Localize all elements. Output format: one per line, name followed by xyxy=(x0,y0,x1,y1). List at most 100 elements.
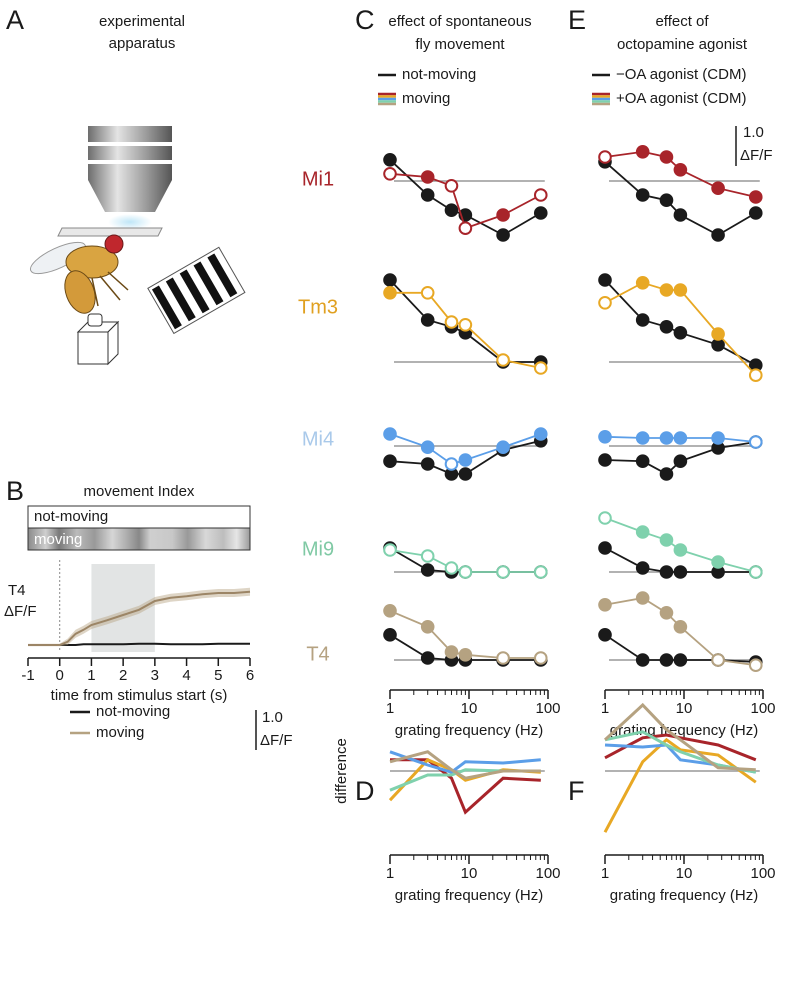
data-point xyxy=(635,145,650,159)
data-point xyxy=(383,628,397,642)
panel-title: experimental xyxy=(99,13,185,30)
data-point xyxy=(659,320,674,334)
y-axis-label: ΔF/F xyxy=(4,603,37,620)
y-axis-label: T4 xyxy=(8,582,26,599)
x-tick-label: 1 xyxy=(601,700,609,717)
x-tick-label: 1 xyxy=(601,865,609,882)
legend-label: moving xyxy=(96,724,144,741)
data-point xyxy=(635,653,650,667)
data-point xyxy=(458,221,473,235)
panel-letter: C xyxy=(355,5,375,35)
x-tick-label: 10 xyxy=(676,865,693,882)
series-line xyxy=(389,159,542,237)
series-line xyxy=(28,642,250,646)
x-axis-label: grating frequency (Hz) xyxy=(610,722,758,739)
data-point xyxy=(444,467,459,481)
x-tick-label: 10 xyxy=(461,700,478,717)
data-point xyxy=(533,427,548,441)
chart-title: movement Index xyxy=(84,483,195,500)
data-point xyxy=(444,203,459,217)
data-point xyxy=(420,313,435,327)
data-point xyxy=(635,454,650,469)
data-point xyxy=(748,435,763,449)
data-point xyxy=(635,591,650,605)
x-tick-label: 1 xyxy=(386,865,394,882)
data-point xyxy=(748,565,763,579)
data-point xyxy=(673,431,688,445)
row-label: T4 xyxy=(306,643,329,665)
scale-bar-unit: ΔF/F xyxy=(740,147,773,164)
data-point xyxy=(635,188,650,202)
series-line xyxy=(604,730,757,774)
x-axis-label: grating frequency (Hz) xyxy=(395,722,543,739)
data-point xyxy=(444,645,459,659)
data-point xyxy=(673,565,688,579)
data-point xyxy=(383,543,397,557)
data-point xyxy=(383,153,397,167)
data-point xyxy=(635,431,650,445)
data-point xyxy=(598,511,612,525)
data-point xyxy=(420,457,435,471)
legend-label: −OA agonist (CDM) xyxy=(616,66,746,83)
series-line xyxy=(389,750,541,780)
series-line xyxy=(603,702,756,772)
row-label: Mi1 xyxy=(302,168,334,190)
x-tick-label: 100 xyxy=(535,700,560,717)
data-point xyxy=(420,170,435,184)
x-tick-label: 3 xyxy=(151,667,159,684)
data-point xyxy=(533,188,548,202)
data-point xyxy=(748,658,763,673)
data-point xyxy=(533,361,548,375)
data-point xyxy=(635,525,650,539)
panel-title: effect of xyxy=(655,13,709,30)
panel-letter: E xyxy=(568,5,586,35)
data-point xyxy=(458,318,473,332)
x-axis-label: grating frequency (Hz) xyxy=(395,887,543,904)
data-point xyxy=(598,150,612,164)
x-axis-label: grating frequency (Hz) xyxy=(610,887,758,904)
data-point xyxy=(748,190,763,204)
data-point xyxy=(383,286,397,300)
panel-title: octopamine agonist xyxy=(617,36,748,53)
data-point xyxy=(711,653,725,667)
data-point xyxy=(420,620,435,634)
data-point xyxy=(496,228,510,242)
x-tick-label: 0 xyxy=(56,667,64,684)
y-axis-label: difference xyxy=(333,738,350,804)
data-point xyxy=(673,543,688,557)
panel-title: fly movement xyxy=(415,36,505,53)
data-point xyxy=(748,206,763,220)
data-point xyxy=(711,565,725,579)
data-point xyxy=(635,313,650,327)
data-point xyxy=(496,353,510,367)
data-point xyxy=(458,565,473,579)
x-axis-label: time from stimulus start (s) xyxy=(51,687,228,704)
data-point xyxy=(383,604,397,618)
data-point xyxy=(598,453,612,467)
legend-label: moving xyxy=(402,90,450,107)
data-point xyxy=(533,651,548,665)
panel-letter: A xyxy=(6,5,24,35)
x-tick-label: 1 xyxy=(386,700,394,717)
data-point xyxy=(711,181,725,195)
data-point xyxy=(659,283,674,297)
row-label: Tm3 xyxy=(298,296,338,318)
data-point xyxy=(659,467,674,481)
data-point xyxy=(598,296,612,310)
series-line xyxy=(390,758,541,815)
scale-bar-label: 1.0 xyxy=(743,124,764,141)
x-tick-label: 100 xyxy=(535,865,560,882)
data-point xyxy=(420,188,435,202)
data-point xyxy=(659,606,674,620)
series-line xyxy=(603,737,757,833)
data-point xyxy=(383,454,397,469)
legend-label: not-moving xyxy=(402,66,476,83)
data-point xyxy=(711,441,725,455)
x-tick-label: -1 xyxy=(21,667,34,684)
data-point xyxy=(598,430,612,444)
data-point xyxy=(659,565,674,579)
data-point xyxy=(533,206,548,220)
panel-title: apparatus xyxy=(109,35,176,52)
data-point xyxy=(598,598,612,612)
